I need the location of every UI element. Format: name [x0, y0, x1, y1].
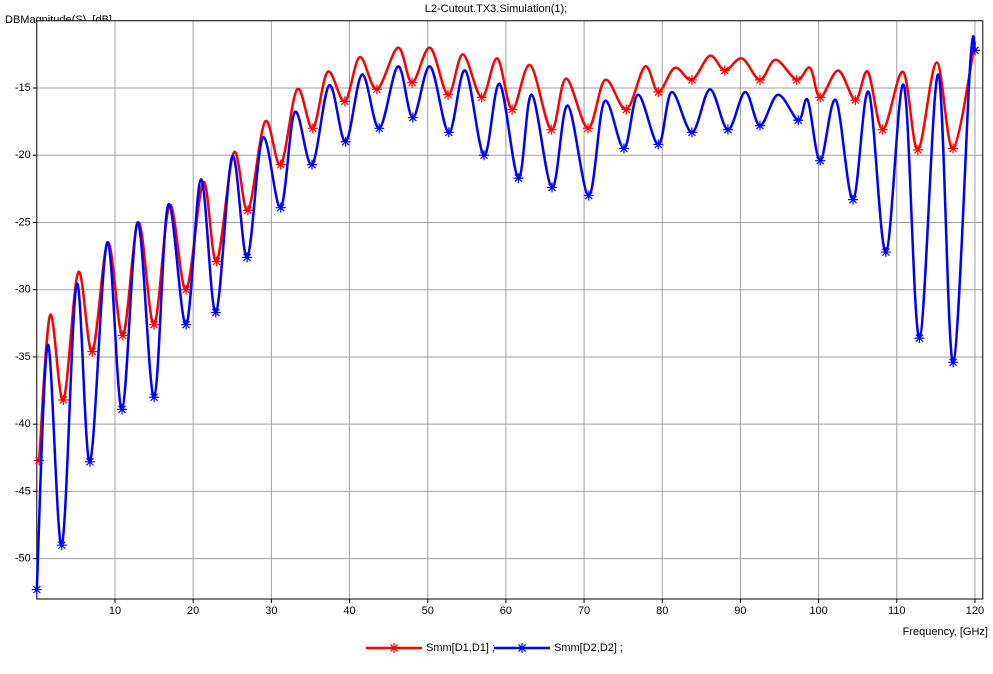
x-tick-label: 40	[343, 605, 355, 617]
point-marker	[307, 159, 317, 170]
x-tick-label: 30	[265, 605, 277, 617]
x-tick-label: 90	[734, 605, 746, 617]
point-marker	[877, 124, 888, 135]
legend-label: Smm[D2,D2] ;	[554, 642, 623, 654]
x-tick-label: 20	[187, 605, 199, 617]
x-tick-label: 10	[109, 605, 121, 617]
point-marker	[948, 357, 959, 368]
point-marker	[513, 173, 524, 184]
chart-title: L2-Cutout.TX3.Simulation(1);	[425, 3, 567, 15]
x-tick-label: 110	[888, 605, 906, 617]
x-tick-label: 50	[422, 605, 434, 617]
point-marker	[211, 256, 222, 267]
point-marker	[340, 136, 351, 147]
point-marker	[181, 319, 192, 330]
point-marker	[407, 112, 418, 123]
point-marker	[443, 127, 454, 138]
y-tick-label: -50	[15, 553, 31, 565]
y-tick-label: -45	[15, 485, 31, 497]
series-line	[37, 42, 977, 461]
series-line	[35, 35, 977, 590]
legend-marker	[389, 643, 399, 653]
point-marker	[547, 182, 558, 193]
point-marker	[181, 284, 192, 295]
point-marker	[722, 124, 733, 135]
point-marker	[34, 455, 45, 466]
point-marker	[815, 155, 826, 166]
x-tick-label: 100	[809, 605, 827, 617]
point-marker	[848, 194, 859, 205]
point-marker	[653, 87, 664, 98]
point-marker	[374, 123, 385, 134]
point-marker	[275, 159, 286, 170]
x-tick-label: 70	[578, 605, 590, 617]
x-tick-label: 60	[500, 605, 512, 617]
point-marker	[948, 143, 959, 154]
point-marker	[754, 120, 765, 131]
point-marker	[914, 333, 925, 344]
y-tick-label: -15	[15, 82, 31, 94]
plot-frame	[36, 20, 984, 600]
point-marker	[407, 77, 418, 88]
point-marker	[618, 143, 629, 154]
point-marker	[84, 456, 95, 467]
point-marker	[210, 307, 221, 318]
point-marker	[912, 144, 923, 155]
x-tick-label: 120	[966, 605, 984, 617]
point-marker	[242, 205, 253, 216]
point-marker	[58, 394, 69, 405]
y-tick-label: -30	[15, 284, 31, 296]
legend-label: Smm[D1,D1] ;	[426, 642, 495, 654]
point-marker	[754, 74, 765, 85]
point-marker	[476, 92, 487, 103]
point-marker	[583, 190, 594, 201]
point-marker	[815, 92, 826, 103]
point-marker	[479, 150, 489, 161]
point-marker	[621, 104, 632, 115]
point-marker	[850, 95, 861, 106]
point-marker	[582, 123, 593, 134]
point-marker	[791, 74, 802, 85]
legend-marker	[517, 643, 527, 653]
point-marker	[149, 392, 160, 403]
point-marker	[880, 247, 891, 258]
point-marker	[242, 252, 253, 263]
point-marker	[56, 540, 67, 551]
y-tick-label: -40	[15, 418, 31, 430]
point-marker	[31, 584, 42, 595]
point-marker	[87, 346, 98, 357]
point-marker	[371, 84, 382, 95]
point-marker	[969, 45, 980, 56]
point-marker	[686, 74, 697, 85]
y-tick-label: -25	[15, 216, 31, 228]
point-marker	[339, 96, 350, 107]
y-tick-label: -20	[15, 149, 31, 161]
point-marker	[149, 319, 160, 330]
point-marker	[793, 115, 804, 126]
point-marker	[507, 104, 518, 115]
point-marker	[307, 123, 318, 134]
point-marker	[653, 139, 664, 150]
point-marker	[546, 124, 557, 135]
point-marker	[686, 127, 697, 138]
point-marker	[275, 202, 286, 213]
point-marker	[117, 404, 128, 415]
x-axis-label: Frequency, [GHz]	[903, 626, 988, 638]
y-tick-label: -35	[15, 351, 31, 363]
x-tick-label: 80	[656, 605, 668, 617]
point-marker	[117, 330, 128, 341]
point-marker	[719, 65, 730, 76]
plot-area	[36, 20, 983, 599]
point-marker	[443, 89, 454, 100]
